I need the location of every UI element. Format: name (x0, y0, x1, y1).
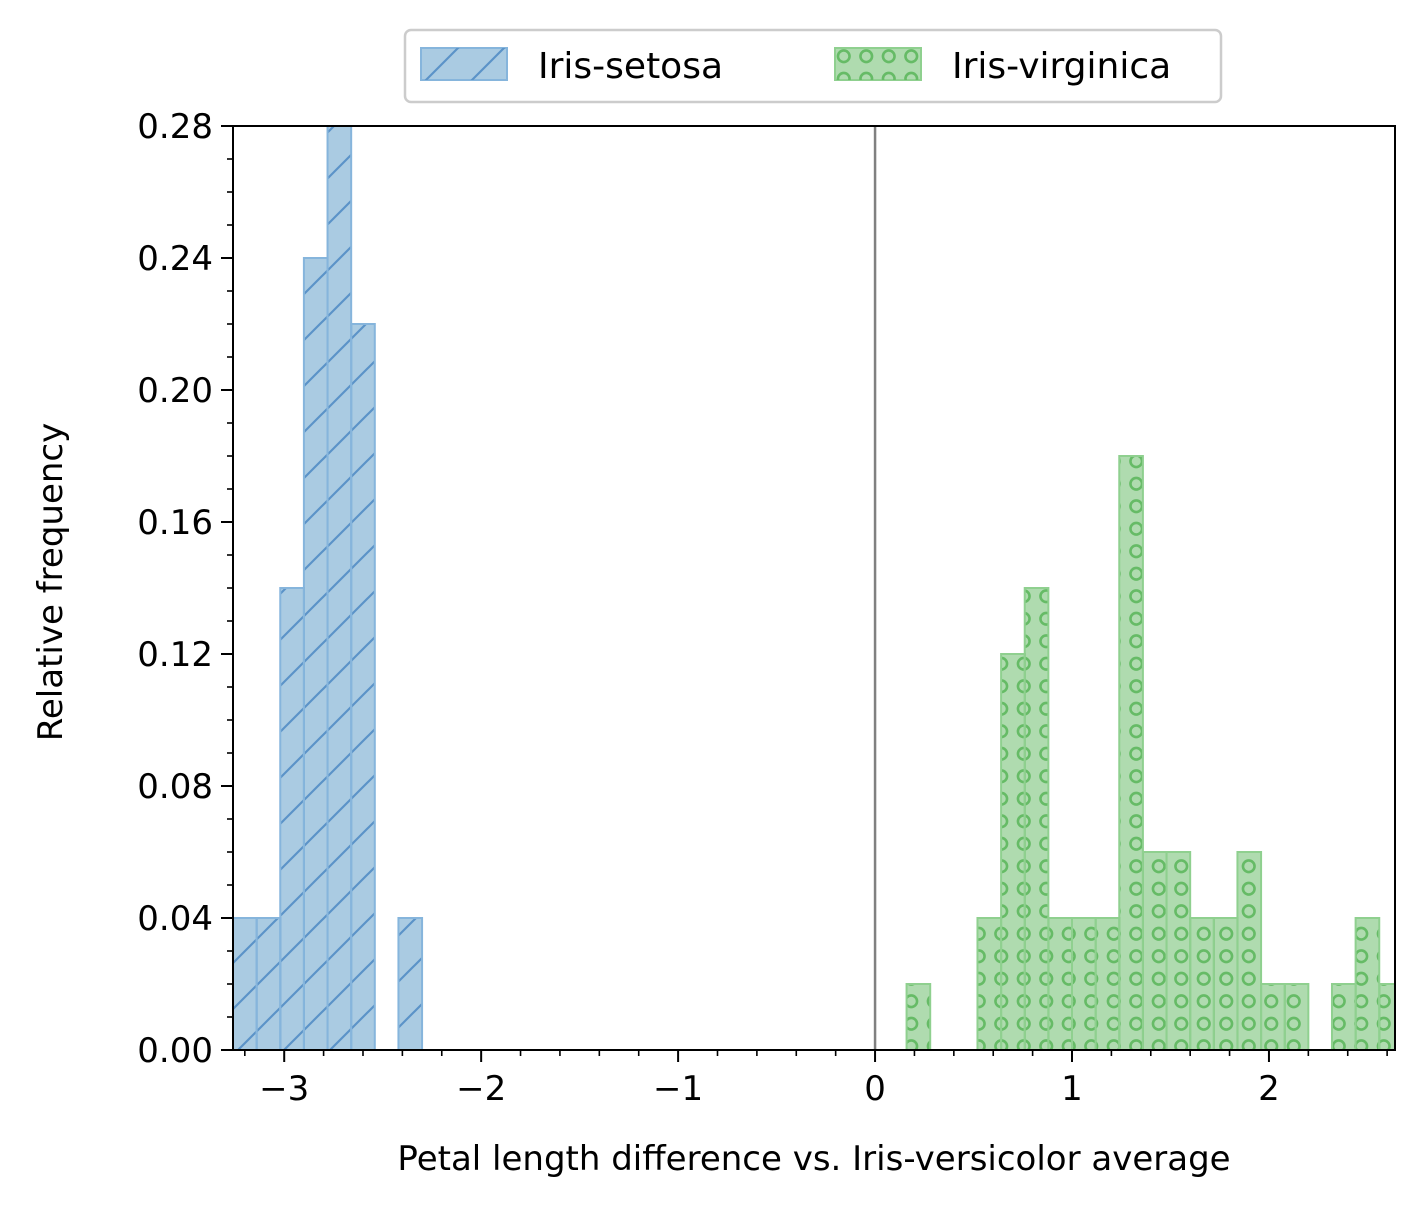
legend-box (403, 28, 1223, 104)
iris-virginica-bar-hatch (1354, 917, 1381, 1050)
x-tick-label: −1 (653, 1069, 703, 1109)
y-tick-label: 0.28 (137, 107, 213, 147)
iris-virginica-bar-hatch (1212, 917, 1239, 1050)
iris-virginica-bar-hatch (1023, 587, 1050, 1050)
iris-virginica-bar-hatch (1000, 653, 1026, 1050)
iris-virginica-bar-hatch (1094, 917, 1121, 1050)
y-axis-label: Relative frequency (31, 423, 71, 741)
iris-virginica-bar-hatch (976, 917, 1003, 1050)
iris-setosa-bars (233, 126, 424, 1050)
legend: Iris-setosa Iris-virginica (403, 28, 1223, 104)
y-tick-label: 0.24 (137, 239, 213, 279)
y-axis: 0.00 0.04 0.08 0.12 0.16 0.20 0.24 0.28 (137, 107, 233, 1071)
legend-label-iris-setosa: Iris-setosa (538, 46, 723, 87)
iris-virginica-bar-hatch (1189, 917, 1215, 1050)
iris-virginica-bar-hatch (1283, 983, 1310, 1050)
iris-virginica-bar-hatch (1071, 917, 1097, 1050)
iris-virginica-bar-hatch (1330, 983, 1357, 1050)
iris-virginica-bar-hatch (1378, 983, 1395, 1050)
iris-virginica-bar-hatch (905, 983, 932, 1050)
iris-setosa-bar-hatch (397, 917, 424, 1050)
iris-setosa-bar-hatch (233, 917, 258, 1050)
iris-virginica-bars (905, 455, 1395, 1050)
x-tick-label: −2 (456, 1069, 506, 1109)
iris-setosa-bar-hatch (350, 323, 376, 1050)
iris-virginica-bar-hatch (1118, 455, 1144, 1050)
y-tick-label: 0.00 (137, 1031, 213, 1071)
plot-frame (232, 125, 1396, 1051)
iris-virginica-bar-hatch (1165, 851, 1192, 1050)
legend-label-iris-virginica: Iris-virginica (952, 46, 1171, 87)
iris-virginica-bar-hatch (1236, 851, 1263, 1050)
legend-swatch-iris-setosa-hatch (421, 48, 507, 80)
iris-setosa-bar-hatch (279, 587, 305, 1050)
legend-swatch-iris-virginica-hatch (835, 48, 921, 80)
y-tick-label: 0.12 (137, 635, 213, 675)
iris-setosa-bar-hatch (326, 126, 353, 1050)
x-axis: −3 −2 −1 0 1 2 (244, 1050, 1388, 1109)
iris-virginica-bar-hatch (1047, 917, 1074, 1050)
x-tick-label: 0 (864, 1069, 886, 1109)
x-axis-label: Petal length difference vs. Iris-versico… (397, 1139, 1230, 1179)
iris-virginica-bar-hatch (1260, 983, 1286, 1050)
y-tick-label: 0.04 (137, 899, 213, 939)
y-tick-label: 0.20 (137, 371, 213, 411)
x-tick-label: 2 (1258, 1069, 1280, 1109)
x-tick-label: 1 (1061, 1069, 1083, 1109)
y-tick-label: 0.16 (137, 503, 213, 543)
iris-setosa-bar-hatch (255, 917, 282, 1050)
iris-setosa-bar-hatch (302, 257, 329, 1050)
iris-virginica-bar-hatch (1141, 851, 1168, 1050)
y-tick-label: 0.08 (137, 767, 213, 807)
x-tick-label: −3 (259, 1069, 309, 1109)
